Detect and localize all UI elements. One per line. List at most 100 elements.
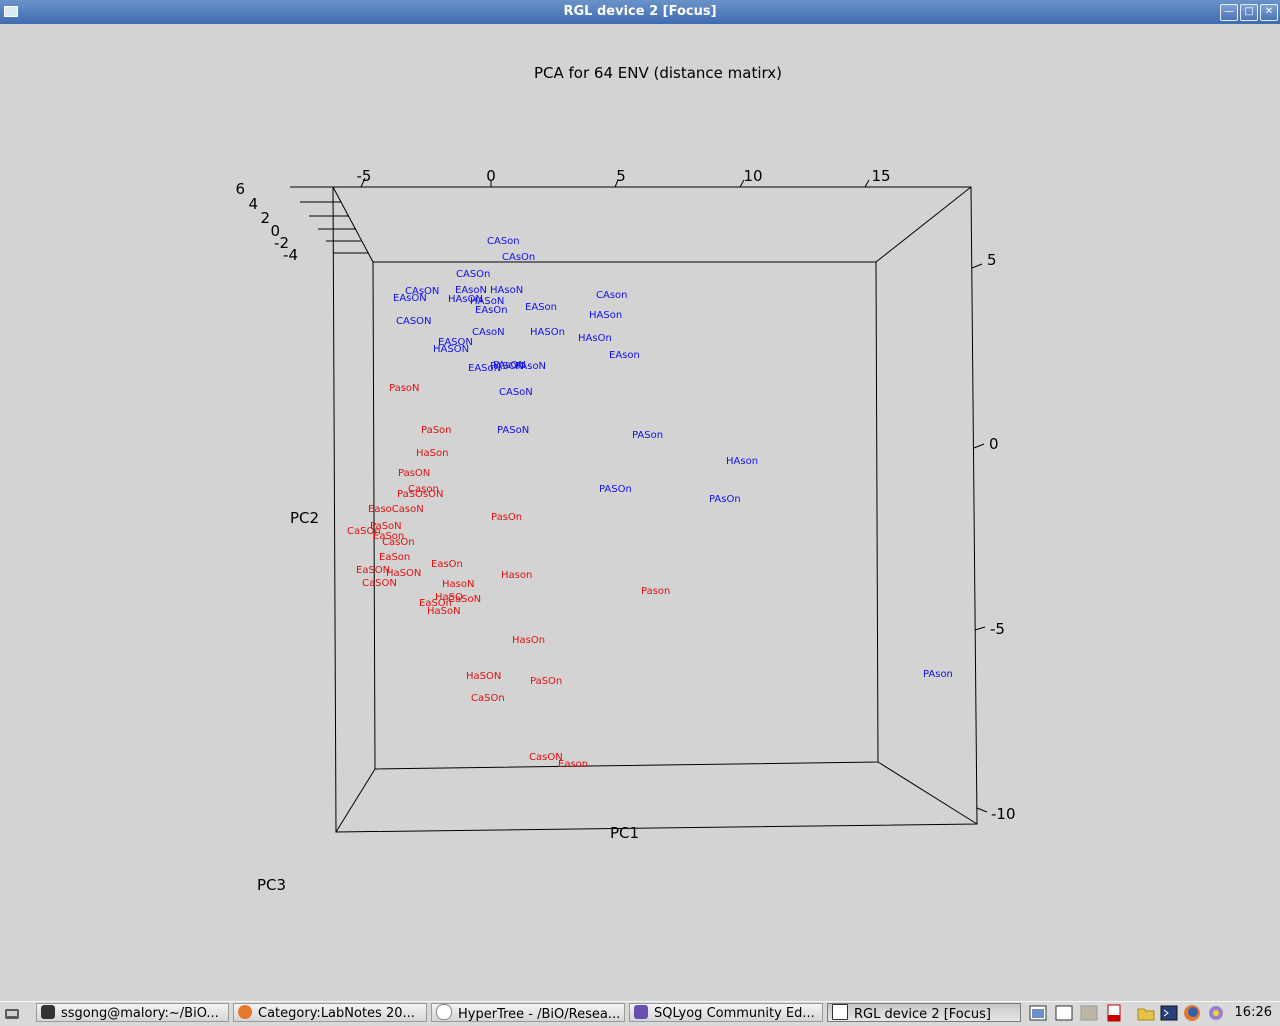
- point-label-blue: CAsoN: [472, 327, 505, 338]
- firefox-launcher-icon[interactable]: [1183, 1004, 1201, 1022]
- hypertree-icon: [436, 1004, 452, 1020]
- pc1-tick-label: -5: [357, 167, 372, 185]
- task-rgl-device[interactable]: RGL device 2 [Focus]: [827, 1003, 1021, 1022]
- terminal-icon: [41, 1005, 55, 1019]
- point-label-red: HasoN: [442, 579, 474, 590]
- point-label-blue: HASON: [433, 344, 469, 355]
- window-menu-icon[interactable]: [4, 6, 18, 17]
- pc3-tick-label: -2: [274, 234, 289, 252]
- point-label-blue: EAsON: [393, 293, 427, 304]
- point-label-blue: EAsoN: [455, 285, 487, 296]
- point-label-red: PasoN: [389, 383, 420, 394]
- pc3-tick-label: -4: [283, 246, 298, 264]
- workspace-3-icon[interactable]: [1080, 1004, 1098, 1022]
- point-label-red: HaSON: [386, 568, 421, 579]
- task-label: HyperTree - /BiO/Resea...: [458, 1007, 621, 1022]
- folder-icon[interactable]: [1137, 1004, 1155, 1022]
- point-label-red: HaSoN: [427, 606, 461, 617]
- point-label-red: CaSOn: [347, 526, 381, 537]
- point-label-red: Hason: [501, 570, 532, 581]
- point-label-red: EaSon: [373, 531, 404, 542]
- point-label-blue: CASOn: [456, 269, 490, 280]
- pc3-tick-label: 4: [248, 195, 258, 213]
- point-label-blue: CASoN: [499, 387, 533, 398]
- point-label-red: PaSon: [421, 425, 452, 436]
- pdf-icon[interactable]: [1105, 1004, 1123, 1022]
- settings-icon[interactable]: [1207, 1004, 1225, 1022]
- point-label-red: EasoCasoN: [368, 504, 424, 515]
- point-label-red: PaSOsON: [397, 489, 444, 500]
- point-label-blue: PAson: [923, 669, 953, 680]
- point-label-blue: EASON: [438, 337, 473, 348]
- task-terminal[interactable]: ssgong@malory:~/BiO...: [36, 1003, 229, 1022]
- point-label-red: CaSOn: [471, 693, 505, 704]
- task-hypertree[interactable]: HyperTree - /BiO/Resea...: [431, 1003, 625, 1022]
- point-label-red: HasOn: [512, 635, 545, 646]
- point-label-red: PasOn: [491, 512, 522, 523]
- point-label-blue: PASON: [490, 361, 524, 372]
- workspace-2-icon[interactable]: [1055, 1004, 1073, 1022]
- point-label-red: CaSoN: [448, 594, 481, 605]
- point-label-blue: HASon: [589, 310, 622, 321]
- pc2-tick-label: -10: [991, 805, 1016, 823]
- task-label: SQLyog Community Ed...: [654, 1006, 815, 1021]
- workspace-1-icon[interactable]: [1029, 1004, 1047, 1022]
- pc1-tick-label: 15: [871, 167, 890, 185]
- point-label-blue: HASOn: [530, 327, 565, 338]
- pc1-tick-label: 10: [743, 167, 762, 185]
- point-label-red: Cason: [408, 484, 439, 495]
- close-icon[interactable]: ✕: [1260, 4, 1278, 21]
- point-label-blue: CAson: [596, 290, 628, 301]
- pc3-tick-marks: [290, 186, 369, 254]
- point-label-blue: PASon: [632, 430, 663, 441]
- window-titlebar[interactable]: RGL device 2 [Focus] — □ ✕: [0, 0, 1280, 24]
- pc2-tick-marks: [971, 263, 988, 813]
- point-label-red: HaSon: [416, 448, 448, 459]
- task-label: RGL device 2 [Focus]: [854, 1007, 991, 1022]
- firefox-icon: [238, 1005, 252, 1019]
- point-label-red: PaSoN: [370, 521, 402, 532]
- plot-title: PCA for 64 ENV (distance matirx): [534, 64, 782, 82]
- pca-3d-plot: PCA for 64 ENV (distance matirx) -5 0 5 …: [235, 64, 1016, 894]
- minimize-icon[interactable]: —: [1220, 4, 1238, 21]
- point-label-blue: HAsON: [448, 294, 483, 305]
- pc1-axis-label: PC1: [610, 824, 639, 842]
- point-label-red: PaSOn: [530, 676, 562, 687]
- task-sqlyog[interactable]: SQLyog Community Ed...: [629, 1003, 823, 1022]
- point-label-red: PasON: [398, 468, 430, 479]
- point-label-blue: CAsOn: [502, 252, 535, 263]
- point-label-blue: EASoN: [468, 363, 501, 374]
- pc2-tick-label: 0: [989, 435, 999, 453]
- point-label-red: EasOn: [431, 559, 463, 570]
- app-menu-icon[interactable]: [3, 1004, 21, 1022]
- maximize-icon[interactable]: □: [1240, 4, 1258, 21]
- terminal-launcher-icon[interactable]: [1160, 1004, 1178, 1022]
- point-label-blue: CASON: [396, 316, 432, 327]
- point-label-blue: HAson: [726, 456, 758, 467]
- point-label-red: Pason: [641, 586, 670, 597]
- point-label-blue: CAsON: [405, 286, 439, 297]
- point-label-blue: HAsoN: [490, 285, 523, 296]
- point-label-blue: EAsOn: [475, 305, 508, 316]
- pc2-tick-label: 5: [987, 251, 997, 269]
- point-label-blue: HASoN: [470, 296, 504, 307]
- point-label-red: EaSON: [356, 565, 390, 576]
- point-label-red: CasOn: [382, 537, 415, 548]
- point-label-red: HaSO: [435, 592, 463, 603]
- task-label: Category:LabNotes 20...: [258, 1006, 415, 1021]
- pc3-tick-label: 6: [235, 180, 245, 198]
- rgl-canvas[interactable]: PCA for 64 ENV (distance matirx) -5 0 5 …: [0, 24, 1280, 1001]
- window-title: RGL device 2 [Focus]: [563, 4, 717, 19]
- point-label-red: HaSON: [466, 671, 501, 682]
- point-label-blue: PASOn: [599, 484, 632, 495]
- point-label-blue: PAsON: [493, 360, 526, 371]
- taskbar: ssgong@malory:~/BiO... Category:LabNotes…: [0, 1001, 1280, 1025]
- point-label-blue: EAson: [609, 350, 640, 361]
- point-label-blue: CASon: [487, 236, 520, 247]
- task-firefox[interactable]: Category:LabNotes 20...: [233, 1003, 427, 1022]
- window-icon: [832, 1004, 848, 1020]
- box-front-face: [332, 186, 978, 833]
- pc2-tick-label: -5: [990, 620, 1005, 638]
- pc3-tick-label: 0: [270, 222, 280, 240]
